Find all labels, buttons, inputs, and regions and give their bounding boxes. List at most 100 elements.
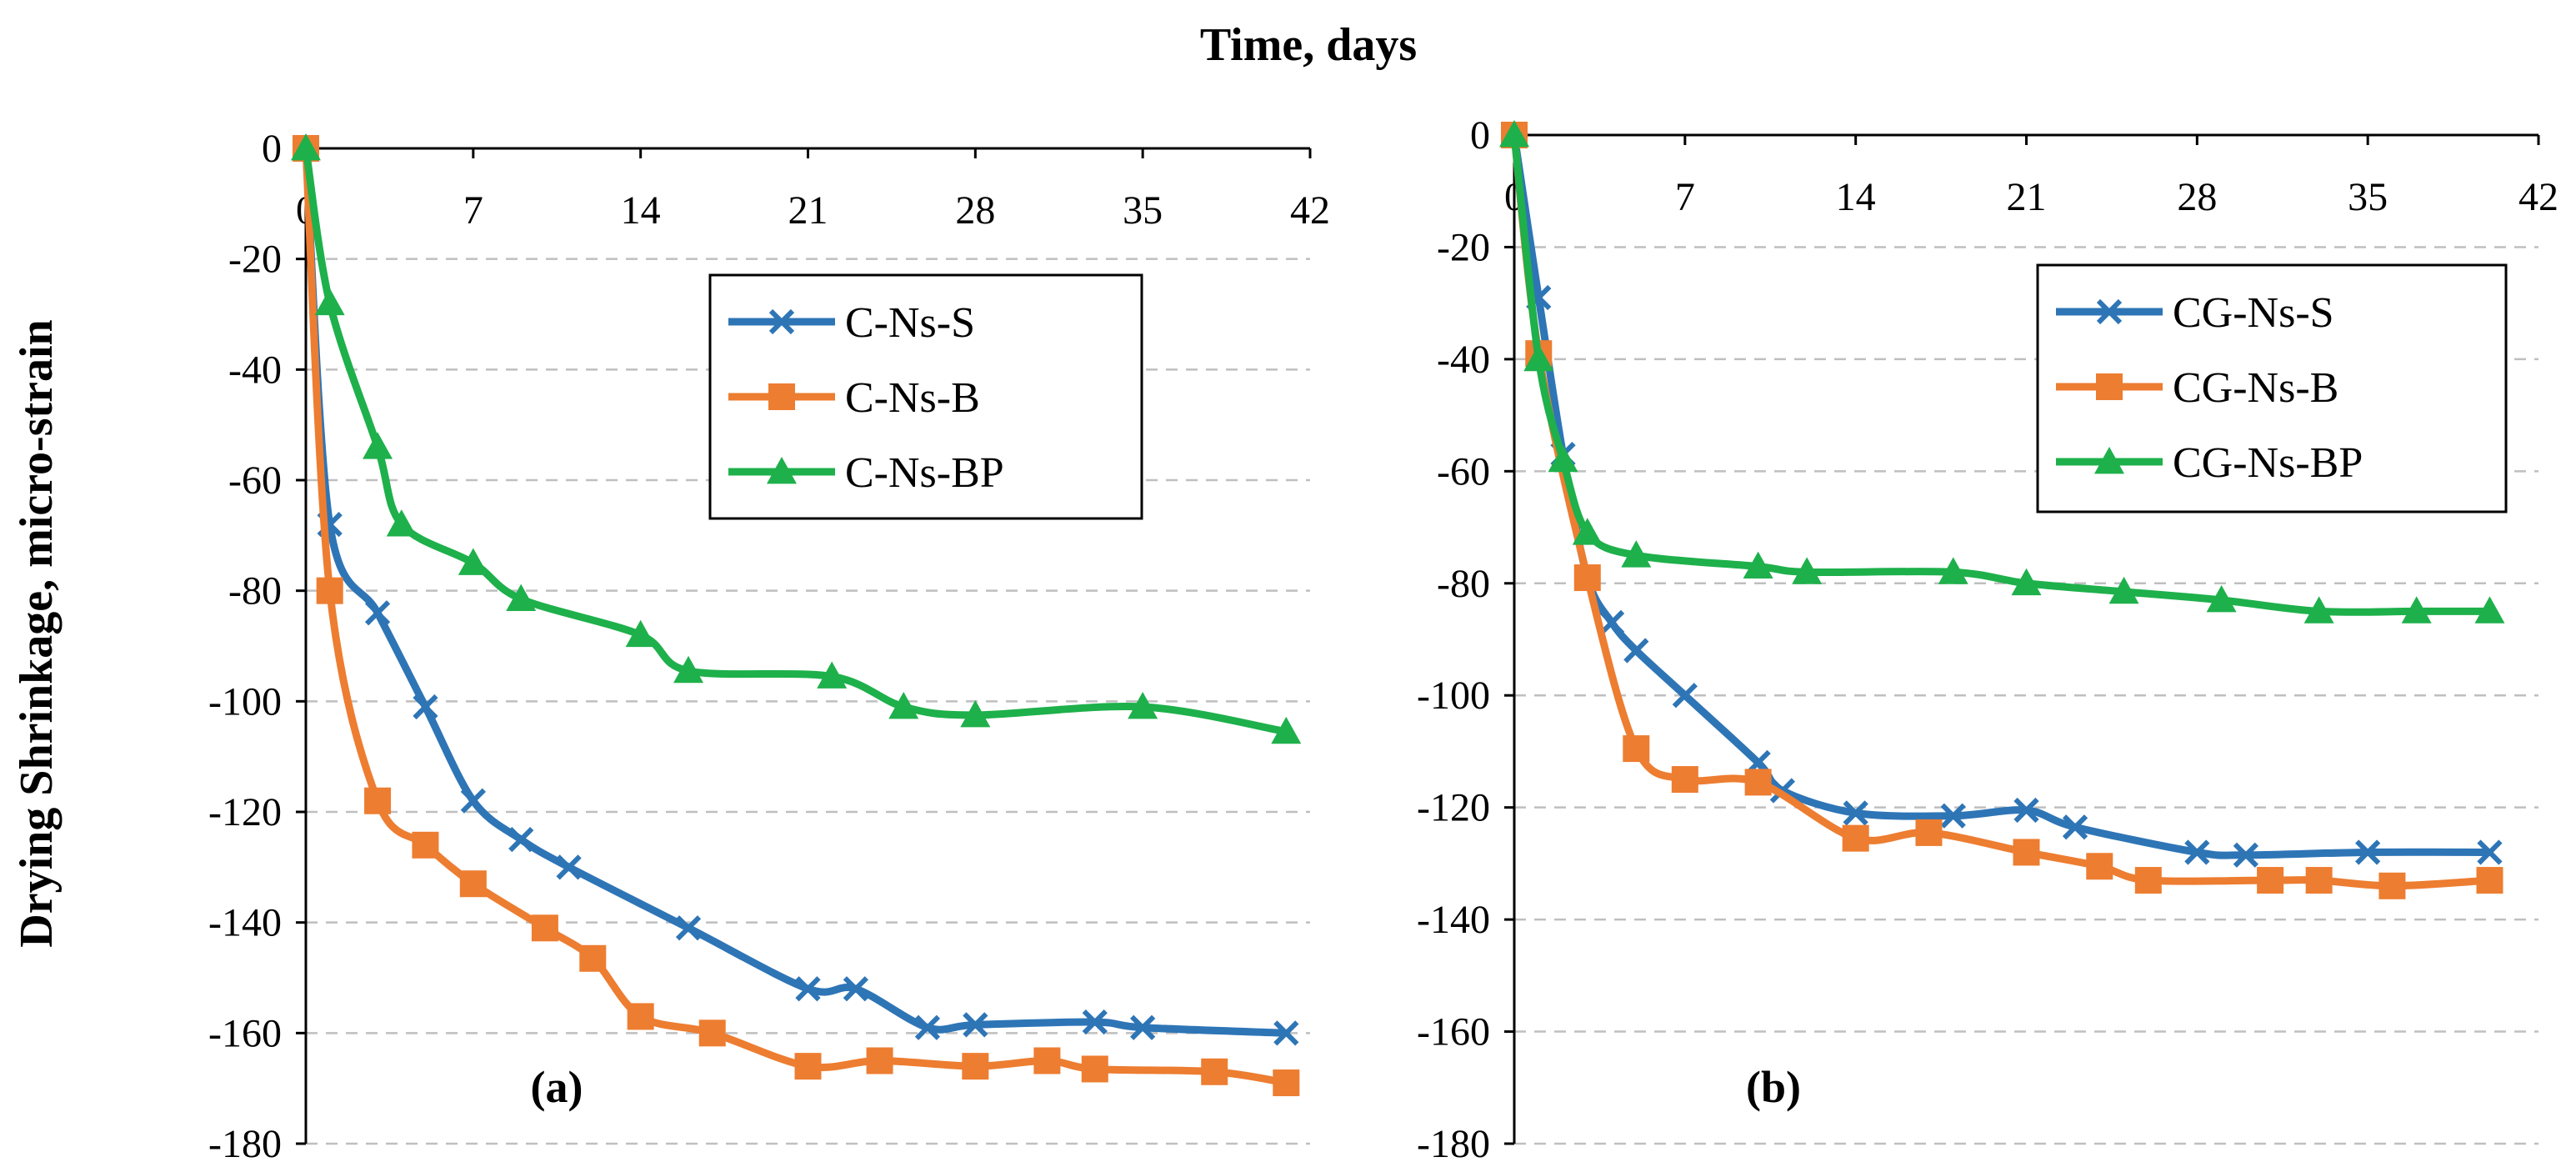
data-point [363,432,393,459]
data-point [627,1003,654,1030]
data-point [1201,1058,1228,1085]
data-point [795,976,821,1002]
data-point [386,509,417,537]
data-point [673,655,704,684]
data-point [2108,576,2139,604]
data-point [675,915,702,941]
panel-label: (b) [1746,1062,1801,1112]
data-point [314,288,345,316]
data-point [2086,853,2113,880]
data-point [1672,683,1698,709]
panel-label: (a) [531,1062,583,1112]
y-tick-label: 0 [262,127,282,171]
y-tick-label: -80 [228,569,282,614]
y-tick-label: -40 [228,348,282,392]
y-tick-label: -160 [208,1011,282,1055]
legend-item: C-Ns-S [728,299,975,347]
data-point [1523,343,1554,372]
x-tick-label: 42 [1290,188,1330,233]
data-point [1671,766,1698,794]
data-point [458,548,488,575]
data-point [963,1012,988,1038]
data-point [843,976,869,1002]
data-point [866,1047,893,1074]
data-point [1843,800,1868,826]
legend-marker [2096,298,2123,325]
data-point [291,133,321,161]
data-point [1082,1009,1108,1035]
x-tick-label: 14 [1836,175,1876,219]
data-point [506,584,537,612]
x-tick-label: 7 [1675,175,1695,219]
data-point [962,1053,989,1080]
data-point [1499,120,1529,148]
data-point [459,870,487,898]
y-tick-label: -180 [1417,1122,1490,1166]
series-line [302,144,1290,1037]
data-point [412,831,439,859]
y-tick-label: -180 [208,1122,282,1166]
data-point [2305,867,2333,894]
data-point [2013,797,2039,824]
x-tick-label: 35 [2348,175,2388,219]
y-tick-label: -120 [208,790,282,834]
legend-label: CG-Ns-B [2173,364,2338,412]
legend-item: CG-Ns-BP [2056,439,2363,487]
data-point [2303,596,2334,624]
data-point [1081,1055,1108,1083]
y-tick-label: -160 [1417,1010,1490,1054]
y-tick-label: -40 [1437,338,1490,382]
legend: CG-Ns-S CG-Ns-B CG-Ns-BP [2036,263,2508,513]
data-point [960,699,991,728]
data-point [2401,596,2432,624]
data-point [364,787,392,814]
x-tick-label: 35 [1123,188,1163,233]
data-point [1623,638,1649,664]
y-tick-label: -140 [1417,898,1490,942]
legend-marker [768,308,795,335]
data-point [698,1019,726,1047]
data-point [2355,839,2381,865]
legend-item: CG-Ns-S [2056,289,2334,337]
y-tick-label: -100 [1417,674,1490,718]
data-point [1915,819,1943,846]
data-point [1940,803,1966,829]
y-tick-label: 0 [1470,113,1490,158]
legend-label: C-Ns-B [845,374,980,422]
legend-label: CG-Ns-BP [2173,439,2363,487]
y-tick-label: -20 [228,238,282,282]
x-tick-label: 7 [463,188,483,233]
data-point [2206,584,2237,613]
legend-item: C-Ns-BP [728,449,1004,497]
legend-item: C-Ns-B [728,374,980,422]
data-point [316,577,343,604]
x-tick-label: 28 [955,188,995,233]
y-tick-label: -20 [1437,225,1490,269]
series-line [1510,131,2493,616]
series-C-Ns-B [293,135,1300,1097]
data-point [1598,609,1625,635]
y-tick-label: -100 [208,679,282,724]
x-tick-label: 21 [2007,175,2047,219]
data-point [1621,540,1652,568]
data-point [1743,551,1773,579]
y-tick-label: -80 [1437,562,1490,606]
data-point [508,827,534,853]
data-point [1572,518,1603,545]
legend-label: CG-Ns-S [2173,289,2334,337]
legend-label: C-Ns-BP [845,449,1004,497]
data-point [2062,814,2088,840]
data-point [888,691,919,719]
data-point [1130,1014,1156,1040]
data-point [2233,842,2258,868]
data-point [556,854,582,880]
data-point [2184,839,2210,865]
legend: C-Ns-S C-Ns-B C-Ns-BP [708,273,1143,520]
data-point [579,944,607,972]
data-point [625,619,656,648]
data-point [1623,735,1650,763]
legend-marker [2096,373,2123,400]
data-point [2378,872,2406,899]
